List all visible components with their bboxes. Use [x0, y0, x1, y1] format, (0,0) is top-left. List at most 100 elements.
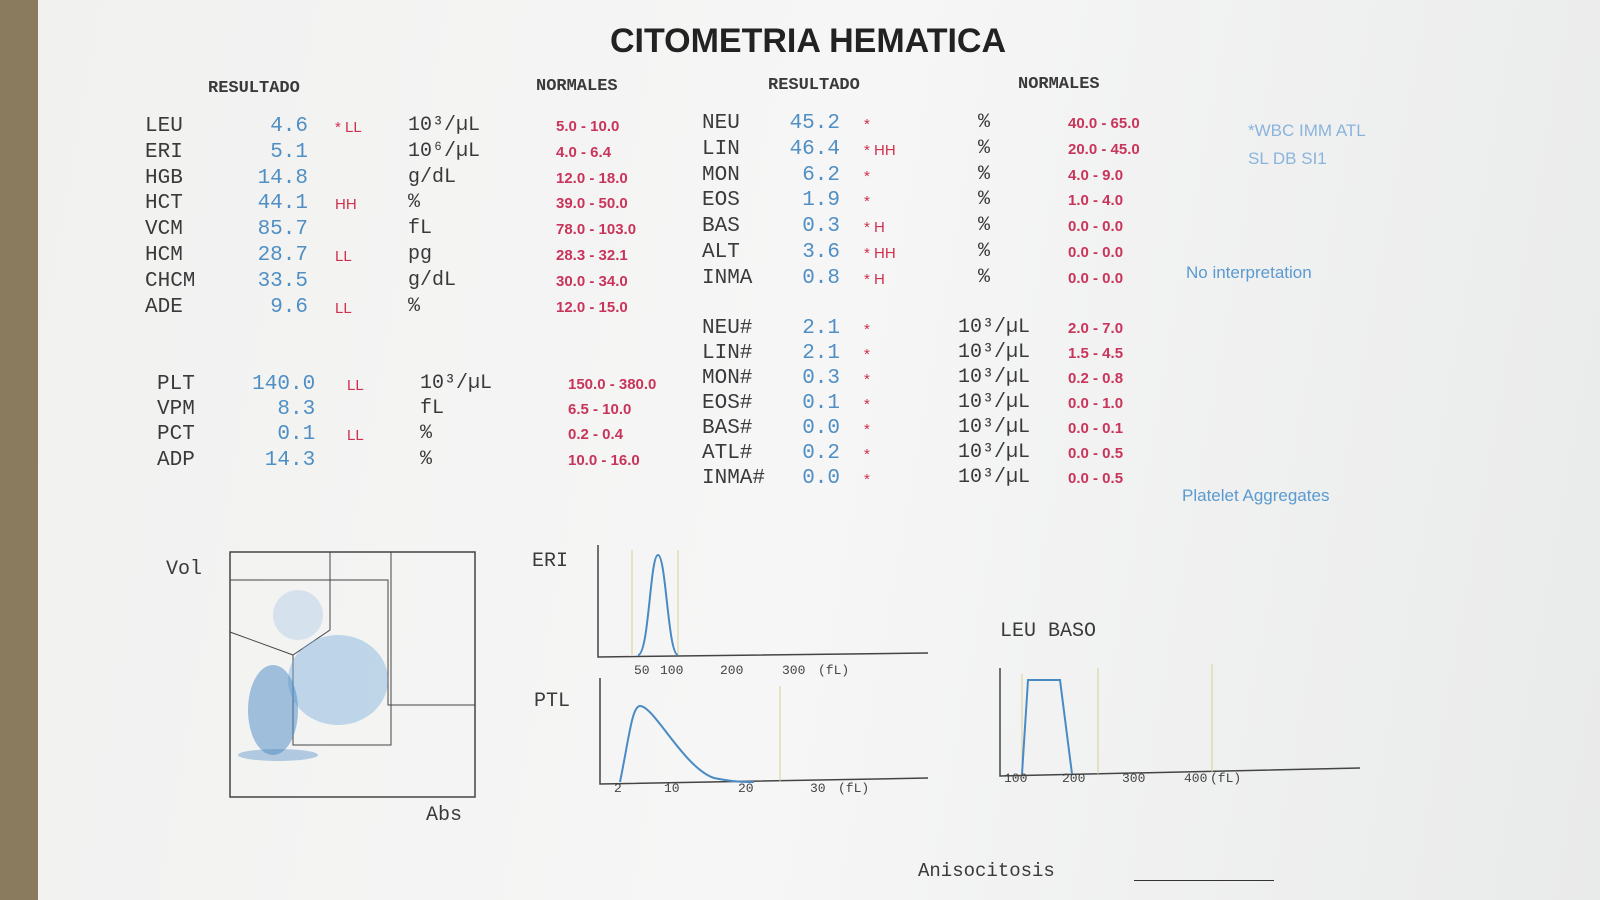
axis-tick-label: 200: [720, 663, 744, 678]
flag: LL: [335, 248, 352, 265]
axis-tick-label: (fL): [838, 781, 870, 796]
leu-histogram: [999, 664, 1361, 777]
axis-tick-label: 50: [634, 663, 650, 678]
test-name: LIN: [702, 137, 740, 161]
normal-range: 30.0 - 34.0: [556, 272, 628, 290]
test-name: ALT: [702, 241, 740, 264]
unit: %: [978, 265, 991, 289]
normal-range: 39.0 - 50.0: [556, 195, 628, 213]
header: RESULTADO: [768, 76, 860, 95]
ptl-histogram: [599, 678, 929, 785]
unit: %: [978, 111, 991, 134]
unit: %: [978, 240, 991, 263]
plot-label: PTL: [534, 690, 571, 713]
flag: * LL: [335, 119, 362, 136]
normal-range: 0.2 - 0.8: [1068, 370, 1124, 387]
test-name: BAS#: [702, 417, 753, 440]
test-name: PLT: [157, 373, 195, 396]
unit: fL: [420, 397, 445, 421]
interpretation: No interpretation: [1186, 263, 1312, 282]
test-name: MON#: [702, 367, 753, 390]
cluster: [238, 749, 318, 761]
result: 33.5: [257, 269, 308, 293]
test-name: ERI: [145, 140, 183, 164]
unit: pg: [408, 243, 433, 266]
result: 44.1: [257, 192, 308, 216]
result: 6.2: [802, 163, 840, 187]
test-name: LEU: [145, 115, 183, 138]
normal-range: 0.0 - 0.1: [1068, 420, 1124, 437]
unit: %: [978, 188, 991, 212]
plot-label: LEU BASO: [1000, 620, 1097, 643]
flag: *: [864, 116, 870, 133]
unit: %: [420, 447, 433, 471]
axis-tick-label: 200: [1062, 771, 1086, 786]
normal-range: 78.0 - 103.0: [556, 221, 637, 239]
axis: [599, 678, 929, 785]
unit: 10³/µL: [420, 372, 493, 395]
unit: g/dL: [408, 165, 457, 189]
axis-tick-label: 400: [1184, 771, 1208, 786]
result: 0.2: [802, 442, 840, 465]
flag: HH: [335, 196, 357, 214]
axis-label: Vol: [166, 558, 203, 581]
result: 5.1: [270, 140, 308, 164]
test-name: INMA#: [702, 467, 766, 490]
test-name: ATL#: [702, 442, 753, 465]
unit: %: [408, 294, 421, 318]
flag: LL: [335, 299, 352, 317]
test-name: EOS: [702, 189, 740, 213]
flag: * HH: [864, 245, 896, 262]
header: NORMALES: [1018, 75, 1100, 94]
normal-range: 0.2 - 0.4: [568, 426, 624, 444]
curve: [1021, 679, 1073, 775]
test-name: MON: [702, 163, 740, 187]
normal-range: 12.0 - 18.0: [556, 169, 628, 187]
normal-range: 4.0 - 9.0: [1068, 166, 1124, 184]
result: 0.3: [802, 215, 840, 239]
unit: %: [978, 162, 991, 186]
unit: 10³/µL: [958, 391, 1031, 414]
normal-range: 0.0 - 0.0: [1068, 218, 1124, 236]
gate: [230, 579, 475, 706]
flag-note: SL DB SI1: [1248, 149, 1327, 168]
unit: 10³/µL: [958, 416, 1031, 439]
result: 3.6: [802, 241, 840, 264]
flag: *: [864, 193, 870, 211]
test-name: VCM: [145, 218, 183, 242]
normal-range: 0.0 - 0.0: [1068, 269, 1124, 287]
result: 2.1: [802, 342, 840, 365]
result: 140.0: [252, 373, 316, 396]
test-name: VPM: [157, 398, 195, 422]
result: 4.6: [270, 115, 308, 138]
normal-range: 1.5 - 4.5: [1068, 345, 1124, 362]
platelet-note: Platelet Aggregates: [1182, 486, 1330, 505]
result: 9.6: [270, 295, 308, 319]
normal-range: 5.0 - 10.0: [556, 118, 620, 135]
scatter-plot: [229, 551, 476, 798]
result: 46.4: [789, 137, 840, 161]
normal-range: 20.0 - 45.0: [1068, 140, 1140, 158]
gate: [229, 631, 294, 656]
flag: *: [864, 346, 870, 363]
unit: 10³/µL: [958, 441, 1031, 464]
normal-range: 1.0 - 4.0: [1068, 192, 1124, 210]
result: 0.8: [802, 266, 840, 290]
axis-tick-label: 30: [810, 781, 826, 796]
cluster: [288, 635, 388, 725]
title: CITOMETRIA HEMATICA: [610, 22, 1007, 60]
blank-line: [1134, 880, 1274, 881]
axis-tick-label: 100: [660, 663, 684, 678]
test-name: CHCM: [145, 269, 196, 293]
flag: *: [864, 371, 870, 388]
header: NORMALES: [536, 77, 618, 96]
normal-range: 4.0 - 6.4: [556, 143, 612, 161]
result: 0.0: [802, 467, 840, 490]
paper: CITOMETRIA HEMATICA RESULTADO NORMALES R…: [38, 0, 1600, 900]
axis-tick-label: 300: [1122, 771, 1146, 786]
test-name: PCT: [157, 423, 195, 447]
axis-tick-label: (fL): [818, 663, 850, 678]
normal-range: 0.0 - 1.0: [1068, 395, 1124, 412]
unit: fL: [408, 217, 433, 241]
footer-label: Anisocitosis: [918, 860, 1055, 882]
